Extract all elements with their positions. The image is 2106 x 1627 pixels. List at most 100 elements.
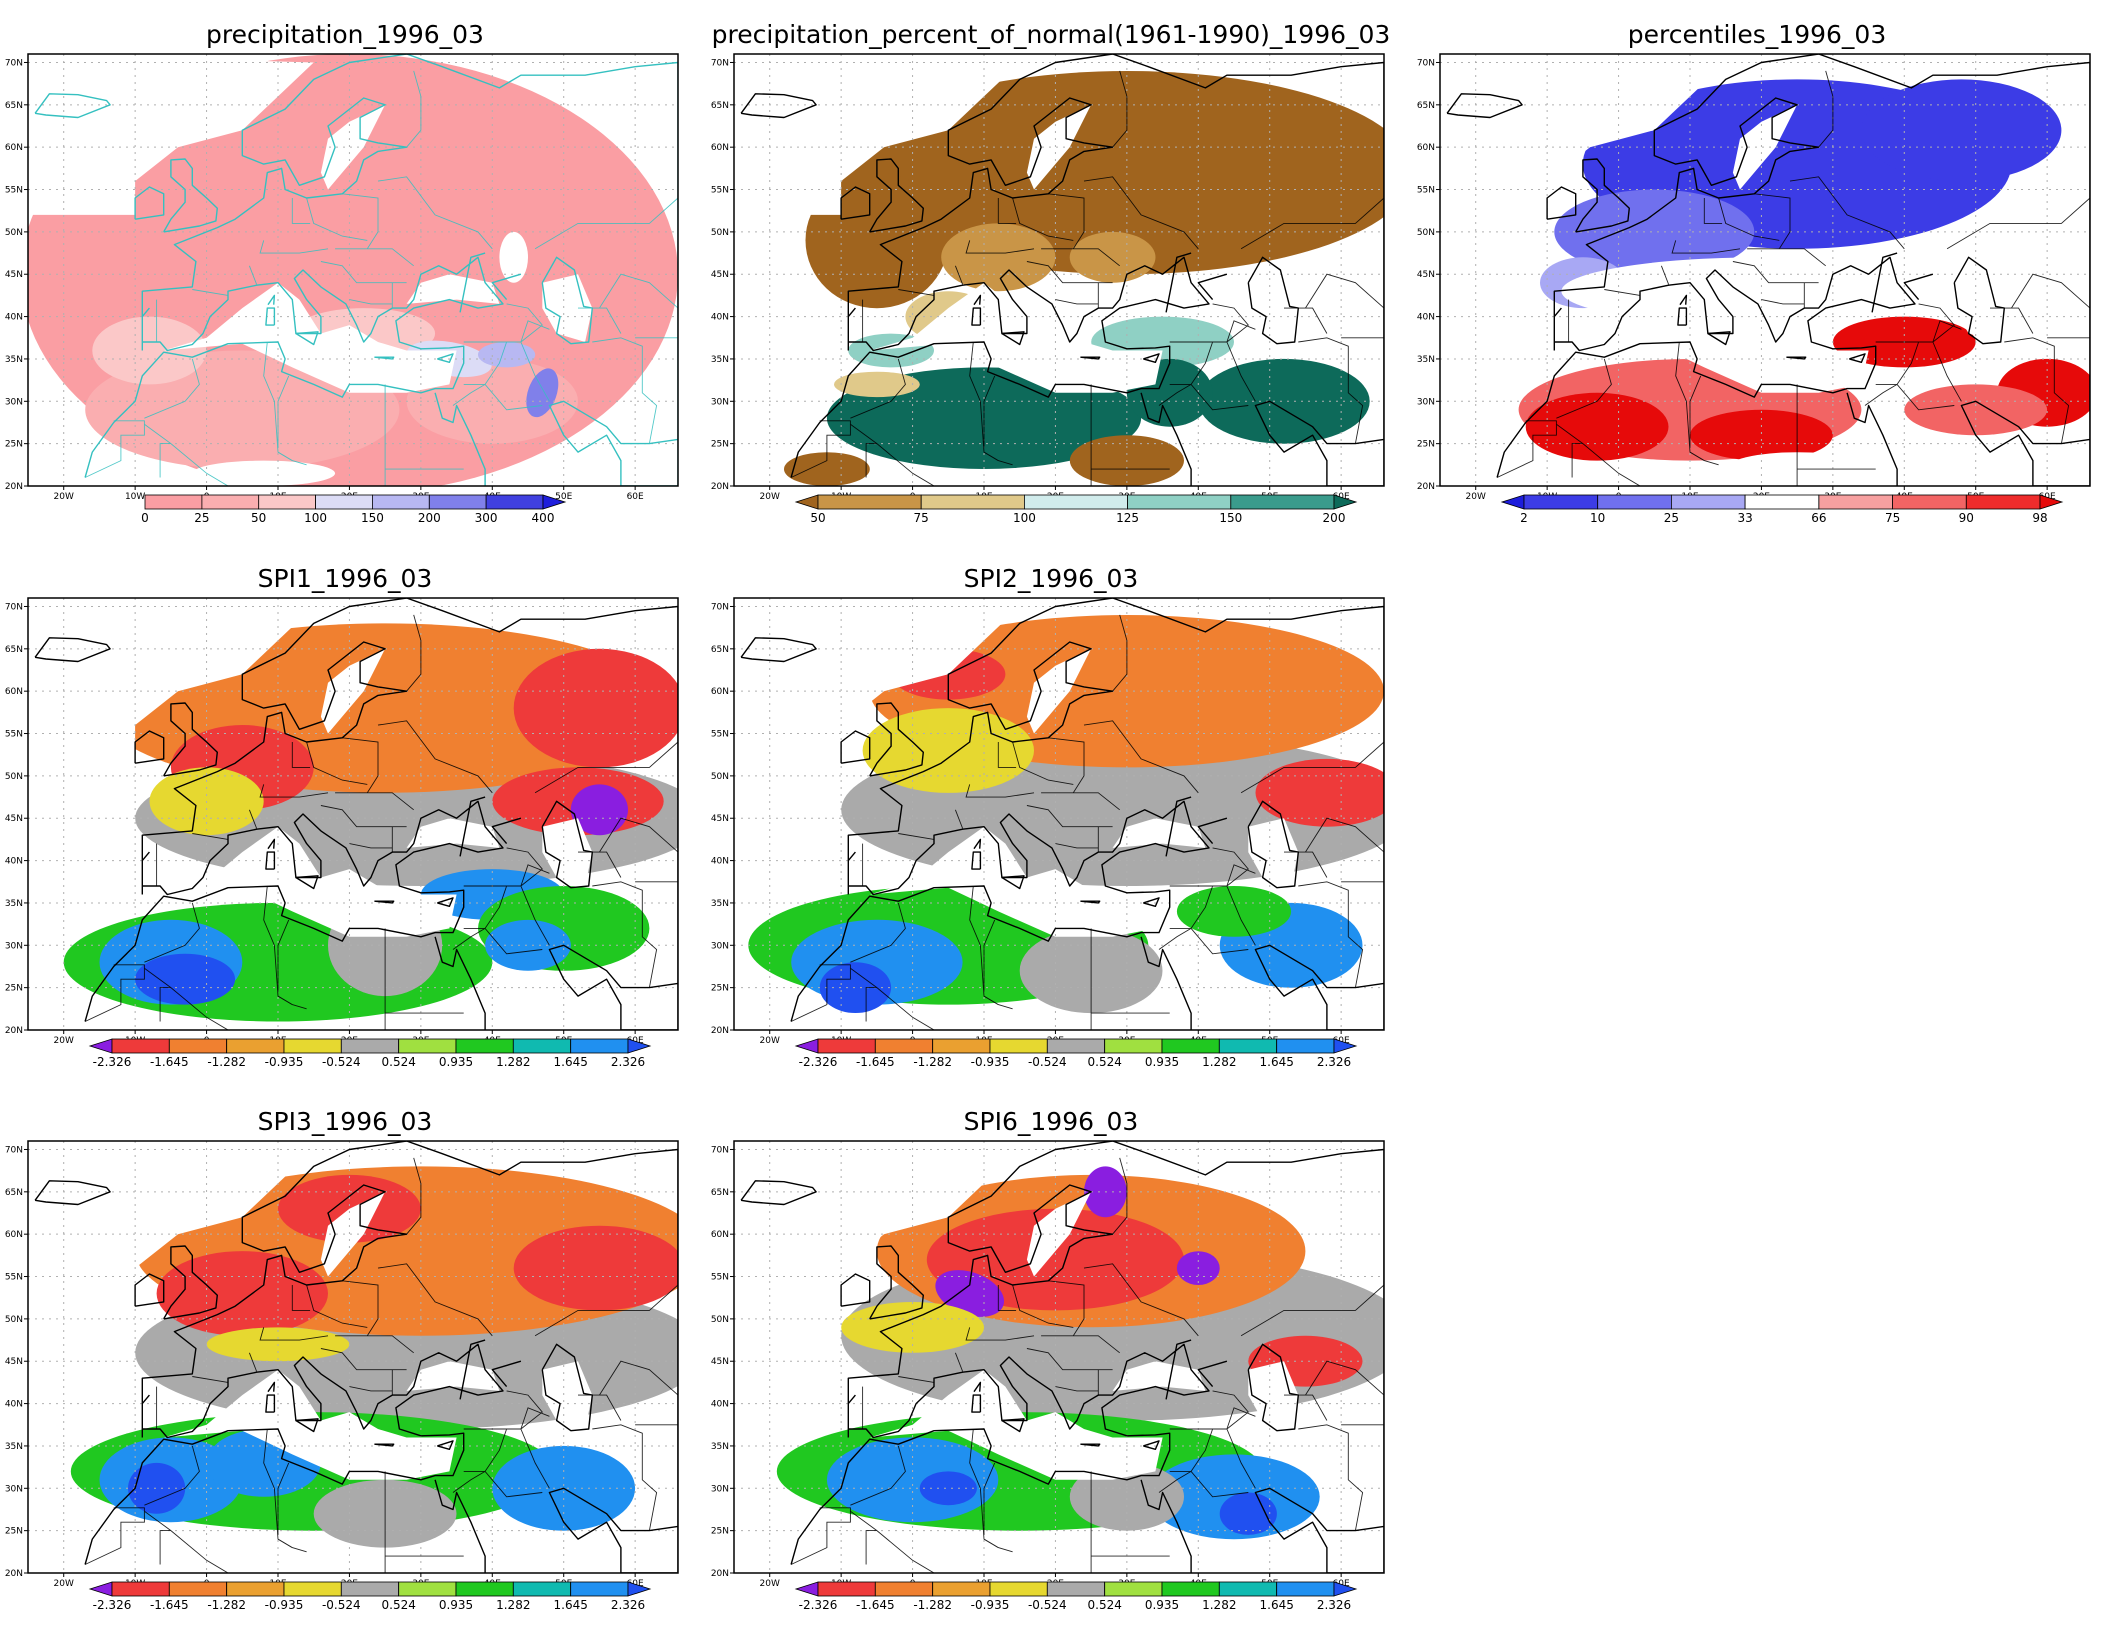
latitude-tick-label: 50N xyxy=(5,1315,23,1325)
colorbar-label: 0.524 xyxy=(382,1055,416,1069)
colorbar-label: -1.282 xyxy=(207,1055,246,1069)
latitude-tick-label: 55N xyxy=(711,1273,729,1283)
colorbar-label: -2.326 xyxy=(799,1598,838,1612)
panel-title: SPI2_1996_03 xyxy=(963,564,1139,593)
colorbar-label: -2.326 xyxy=(93,1598,132,1612)
latitude-tick-label: 30N xyxy=(5,941,23,951)
colorbar-segment xyxy=(817,1038,876,1054)
colorbar-segment xyxy=(111,1038,170,1054)
longitude-tick-label: 10W xyxy=(125,492,145,502)
colorbar-label: 2.326 xyxy=(1317,1598,1351,1612)
colorbar-label: -0.935 xyxy=(265,1598,304,1612)
colorbar-label: -0.935 xyxy=(971,1598,1010,1612)
sea-mask xyxy=(406,1361,500,1391)
sea-mask xyxy=(734,54,1020,215)
colorbar-segment xyxy=(817,1581,876,1597)
colorbar: -2.326 -1.645 -1.282 -0.935 -0.524 0.524 0.935… xyxy=(794,1581,1358,1612)
border-layer xyxy=(84,614,678,1030)
panel-precipitation: precipitation_1996_03 70N 65N 60N 55N 50N 45N… xyxy=(0,20,690,540)
sea-mask xyxy=(320,104,386,190)
coastline-layer xyxy=(740,54,1384,486)
colorbar-left-arrow xyxy=(794,494,819,510)
colorbar-left-arrow xyxy=(88,1038,113,1054)
panel-title: SPI6_1996_03 xyxy=(963,1107,1139,1136)
latitude-tick-label: 50N xyxy=(1417,228,1435,238)
latitude-tick-label: 30N xyxy=(711,397,729,407)
colorbar-label: 33 xyxy=(1737,511,1752,525)
field-75-to-100 xyxy=(834,371,920,398)
colorbar-segment xyxy=(1744,494,1820,510)
longitude-tick-label: 20W xyxy=(760,1036,780,1046)
latitude-tick-label: 45N xyxy=(5,814,23,824)
latitude-tick-label: 40N xyxy=(711,857,729,867)
colorbar-segment xyxy=(226,1581,285,1597)
colorbar-label: -2.326 xyxy=(799,1055,838,1069)
map-svg: 70N65N60N55N50N45N40N35N30N25N20N20W10W0… xyxy=(5,597,679,1069)
colorbar-segment xyxy=(874,1581,934,1597)
colorbar-label: 100 xyxy=(1013,511,1036,525)
colorbar-label: -1.282 xyxy=(913,1598,952,1612)
sea-mask xyxy=(28,598,314,759)
latitude-tick-label: 30N xyxy=(5,1484,23,1494)
field-very-wet xyxy=(485,919,571,971)
border-layer xyxy=(790,614,1384,1030)
latitude-tick-label: 65N xyxy=(5,645,23,655)
latitude-tick-label: 25N xyxy=(5,1527,23,1537)
colorbar-label: 2.326 xyxy=(611,1598,645,1612)
colorbar-label: 75 xyxy=(1885,511,1900,525)
colorbar-right-arrow xyxy=(627,1038,652,1054)
colorbar-segment xyxy=(371,494,430,510)
colorbar-segment xyxy=(1230,494,1335,510)
colorbar-label: 125 xyxy=(1116,511,1139,525)
colorbar-segment xyxy=(168,1581,228,1597)
map-frame xyxy=(27,53,679,487)
sea-mask xyxy=(869,282,1163,393)
colorbar-segment xyxy=(1161,1581,1220,1597)
colorbar-label: 1.282 xyxy=(1202,1598,1236,1612)
panel-spi2: SPI2_1996_03 70N 65N 60N 55N 50N 45N 40N 35N 30N… xyxy=(706,564,1396,1084)
latitude-tick-label: 60N xyxy=(5,687,23,697)
field-50-to-75 xyxy=(1069,231,1156,283)
colorbar-segment xyxy=(168,1038,228,1054)
latitude-tick-label: 25N xyxy=(711,440,729,450)
latitude-tick-label: 70N xyxy=(711,602,729,612)
colorbar-segment xyxy=(570,1038,629,1054)
latitude-tick-label: 40N xyxy=(5,313,23,323)
latitude-tick-label: 30N xyxy=(711,1484,729,1494)
colorbar-segment xyxy=(1523,494,1599,510)
colorbar-segment xyxy=(1597,494,1672,510)
colorbar-segment xyxy=(1276,1581,1335,1597)
border-layer xyxy=(790,70,1384,486)
latitude-tick-label: 30N xyxy=(711,941,729,951)
latitude-tick-label: 20N xyxy=(711,482,729,492)
colorbar-label: 90 xyxy=(1959,511,1974,525)
map-svg: 70N65N60N55N50N45N40N35N30N25N20N20W10W0… xyxy=(1417,53,2091,525)
longitude-tick-label: 60E xyxy=(627,492,644,502)
map-frame xyxy=(733,53,1385,487)
field-extremely-dry xyxy=(935,1270,1005,1317)
colorbar-segment xyxy=(340,1038,399,1054)
colorbar-label: 100 xyxy=(304,511,327,525)
colorbar-segment xyxy=(920,494,1025,510)
colorbar-segment xyxy=(989,1581,1048,1597)
latitude-tick-label: 40N xyxy=(711,1400,729,1410)
latitude-tick-label: 20N xyxy=(5,1569,23,1579)
sea-mask xyxy=(734,1141,1020,1302)
colorbar-segment xyxy=(201,494,260,510)
panel-spi6: SPI6_1996_03 70N 65N 60N 55N 50N 45N 40N 35N 30N… xyxy=(706,1107,1396,1627)
panel-spi3: SPI3_1996_03 70N 65N 60N 55N 50N 45N 40N 35N 30N… xyxy=(0,1107,690,1627)
field-extremely-wet xyxy=(128,1462,186,1514)
colorbar-label: 98 xyxy=(2032,511,2047,525)
colorbar-segment xyxy=(283,1581,342,1597)
latitude-tick-label: 35N xyxy=(5,355,23,365)
colorbar-segment xyxy=(485,494,544,510)
map-svg: 70N65N60N55N50N45N40N35N30N25N20N20W10W0… xyxy=(711,53,1385,525)
colorbar-label: 0.524 xyxy=(1088,1598,1122,1612)
sea-mask xyxy=(1026,104,1092,190)
sea-mask xyxy=(1818,274,1912,304)
colorbar-label: 75 xyxy=(914,511,929,525)
sea-mask xyxy=(320,648,386,734)
colorbar-left-arrow xyxy=(1500,494,1525,510)
panel-title: percentiles_1996_03 xyxy=(1627,20,1887,49)
colorbar-segment xyxy=(989,1038,1048,1054)
